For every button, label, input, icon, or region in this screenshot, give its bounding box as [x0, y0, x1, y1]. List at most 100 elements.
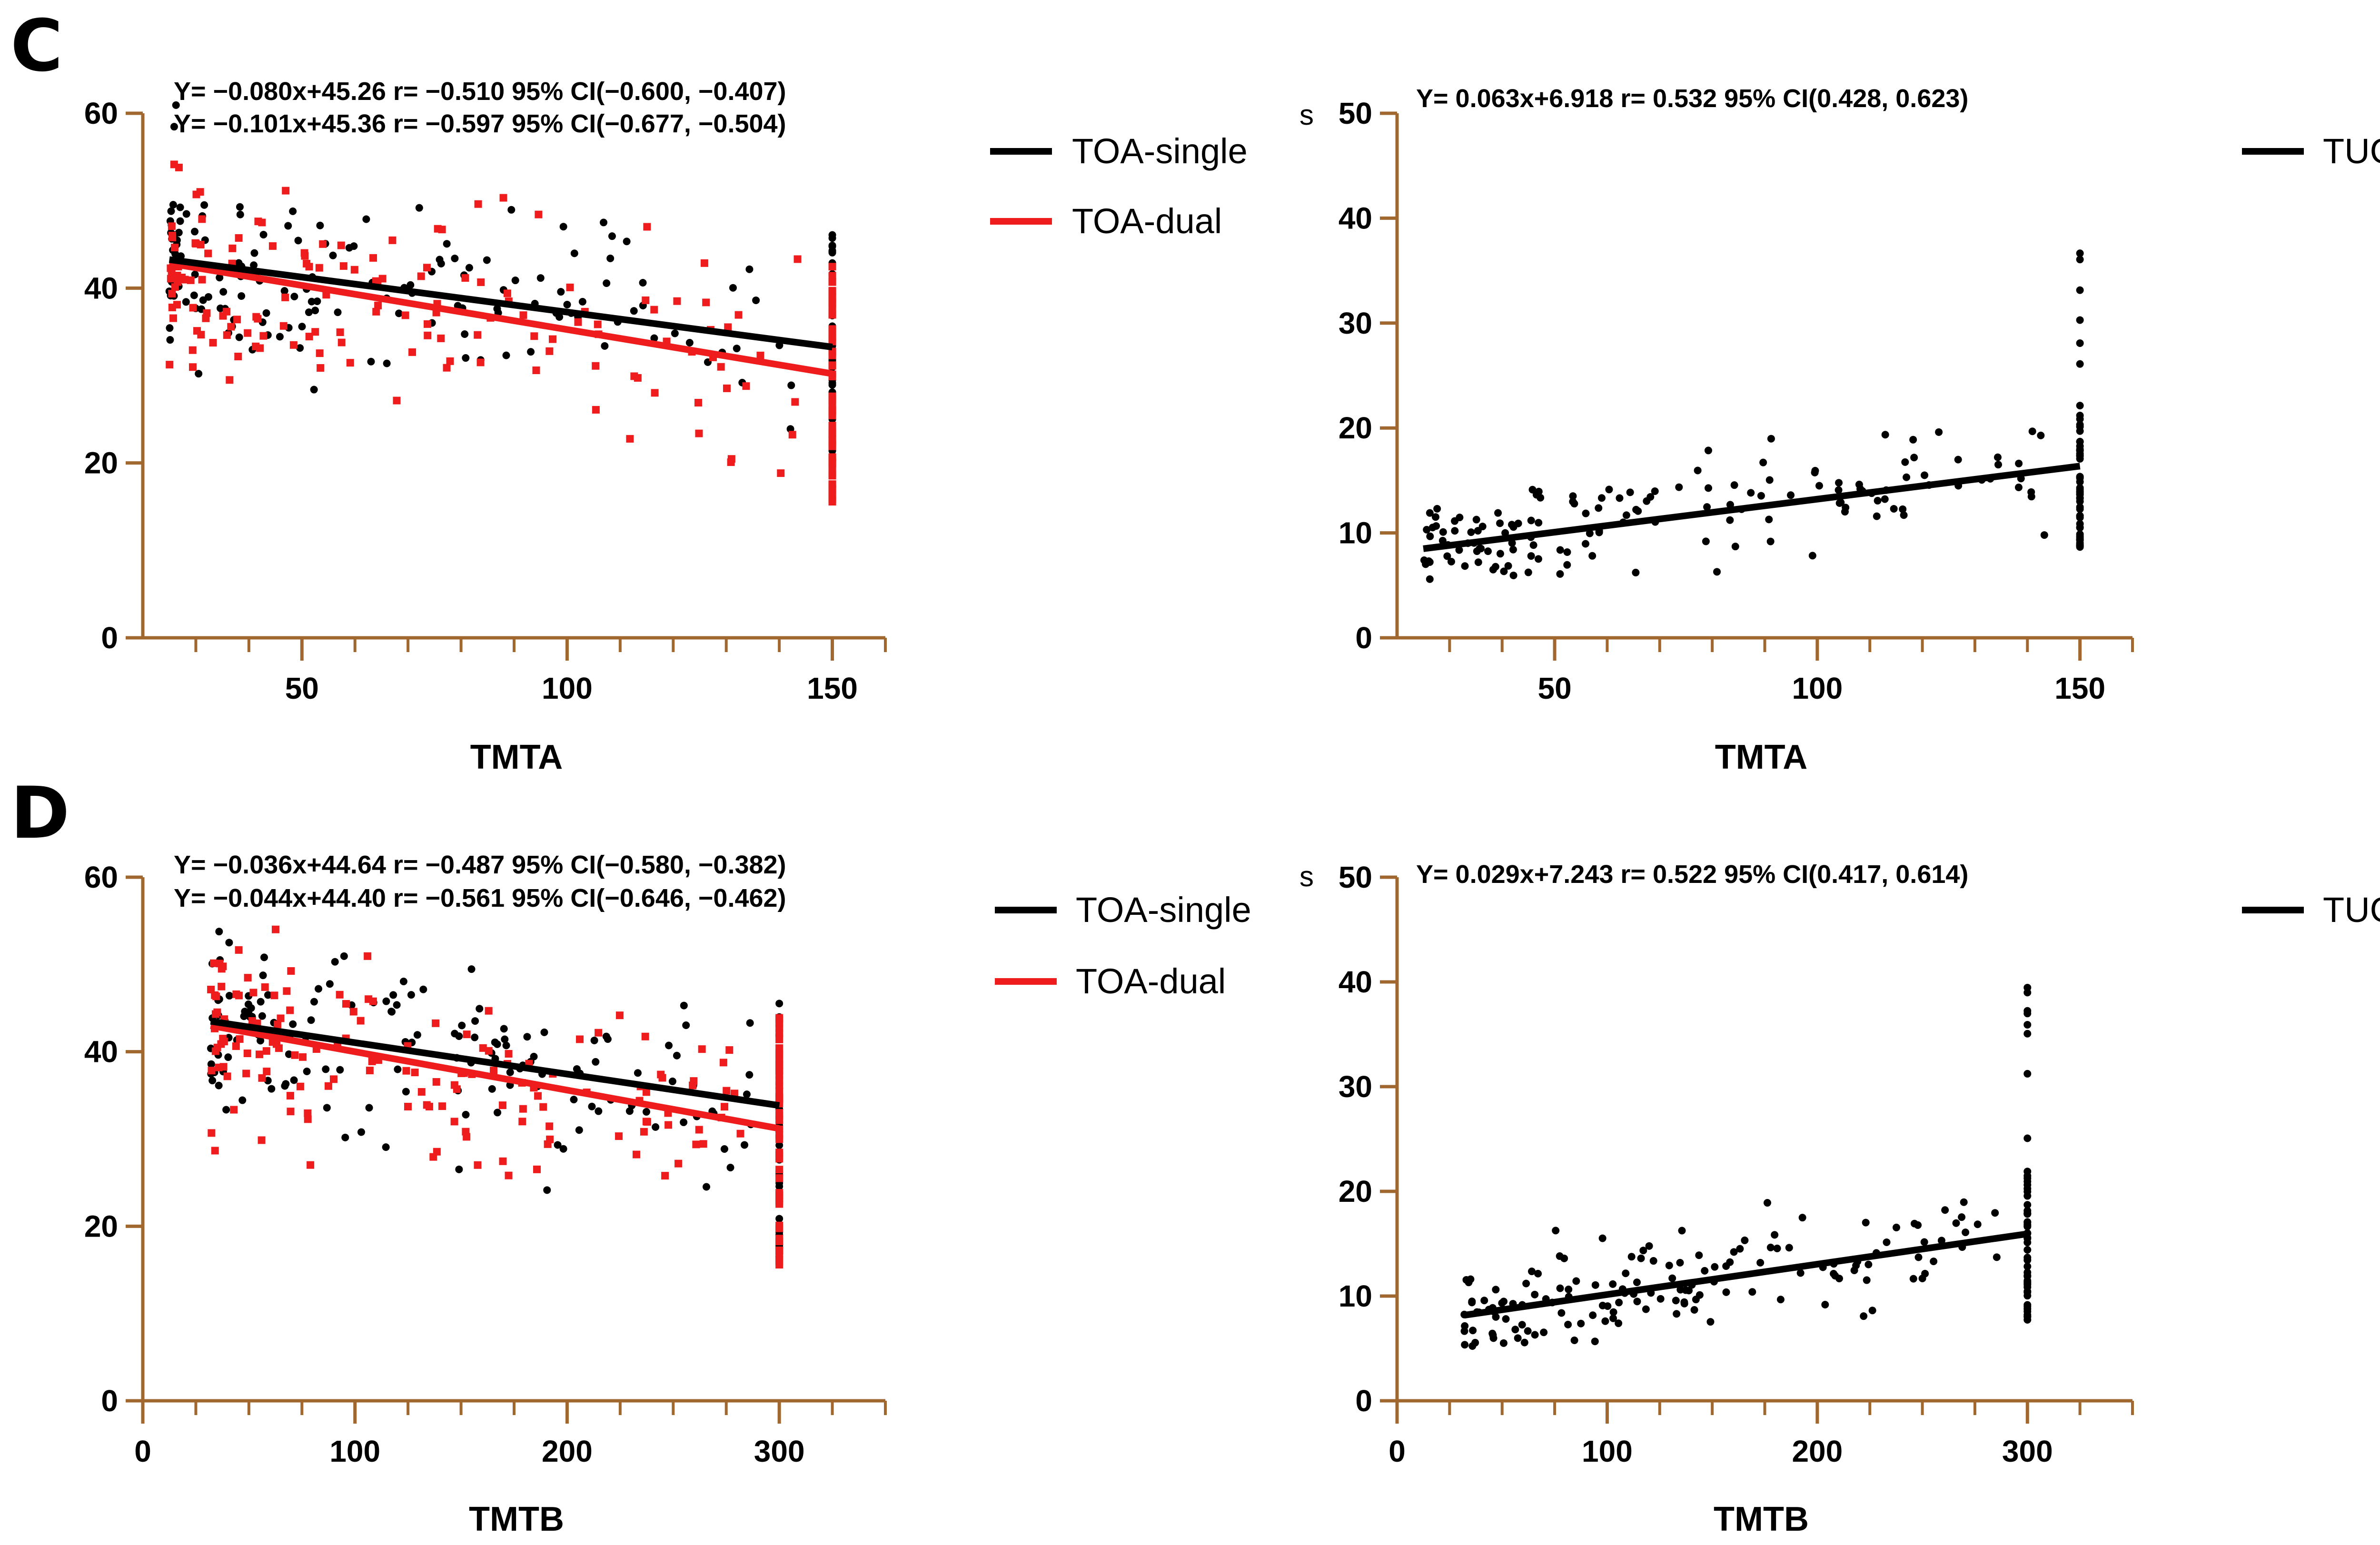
data-point-toa-dual: [366, 1067, 374, 1075]
data-point-toa-single: [382, 1143, 390, 1151]
data-point-toa-single: [455, 1032, 463, 1040]
data-point-toa-dual: [775, 1087, 783, 1095]
data-point-toa-dual: [188, 346, 197, 354]
data-point-toa-single: [313, 297, 321, 305]
data-point-tugt: [1597, 494, 1606, 502]
data-point-toa-single: [259, 971, 267, 980]
x-tick-label: 0: [134, 1434, 151, 1468]
data-point-tugt: [1722, 1262, 1730, 1270]
chart-c-tugt-tmta: s Y= 0.063x+6.918 r= 0.532 95% CI(0.428,…: [1299, 84, 2380, 776]
data-point-toa-dual: [346, 359, 354, 367]
panel-letter-d: D: [10, 772, 70, 855]
data-point-toa-dual: [236, 1035, 244, 1043]
data-point-toa-dual: [503, 289, 511, 297]
data-point-toa-single: [443, 240, 451, 248]
y-tick-label: 20: [1339, 1174, 1372, 1208]
data-point-toa-single: [289, 1020, 297, 1028]
legend-label-toa-dual: TOA-dual: [1076, 961, 1226, 1001]
data-point-toa-single: [606, 254, 615, 262]
data-point-tugt: [2023, 1192, 2032, 1200]
data-point-tugt: [1598, 1301, 1606, 1309]
data-point-toa-single: [182, 210, 190, 218]
data-point-tugt: [1622, 511, 1630, 519]
data-point-tugt: [2023, 1030, 2032, 1038]
data-point-tugt: [1651, 487, 1659, 495]
data-point-tugt: [2023, 1185, 2032, 1193]
data-point-toa-dual: [775, 1174, 783, 1182]
data-point-toa-dual: [775, 1151, 783, 1159]
data-point-tugt: [1883, 1238, 1891, 1246]
data-point-tugt: [1643, 497, 1651, 505]
data-point-tugt: [1509, 545, 1517, 554]
data-point-toa-dual: [218, 982, 226, 990]
data-point-toa-dual: [437, 334, 445, 342]
data-point-toa-single: [775, 1141, 783, 1149]
data-point-tugt: [1930, 1258, 1938, 1266]
data-point-toa-dual: [273, 1040, 281, 1048]
data-point-tugt: [1537, 494, 1545, 502]
data-point-toa-dual: [499, 1157, 507, 1165]
data-point-toa-single: [307, 1016, 315, 1024]
data-point-toa-single: [634, 1069, 642, 1077]
data-point-tugt: [1863, 1276, 1871, 1284]
data-point-tugt: [1595, 504, 1603, 512]
data-point-tugt: [1524, 568, 1532, 576]
data-point-tugt: [1615, 1319, 1623, 1327]
data-point-toa-dual: [450, 1118, 458, 1126]
axes: 50 100 150 0 10 20 30 40 50: [1339, 96, 2134, 705]
data-point-tugt: [1471, 1338, 1479, 1347]
data-point-tugt: [1901, 458, 1909, 466]
data-point-tugt: [2076, 488, 2084, 496]
data-point-tugt: [1748, 1288, 1756, 1296]
data-point-toa-dual: [274, 1020, 282, 1029]
data-point-toa-single: [555, 313, 564, 321]
data-point-toa-dual: [432, 1078, 440, 1086]
data-point-toa-dual: [324, 1082, 332, 1090]
data-point-toa-single: [296, 344, 304, 352]
data-point-toa-dual: [339, 262, 347, 270]
data-point-toa-single: [331, 958, 339, 966]
data-point-tugt: [1601, 1317, 1609, 1325]
data-point-toa-dual: [196, 188, 204, 196]
y-tick-label: 10: [1339, 516, 1372, 550]
data-point-toa-dual: [252, 313, 260, 321]
data-point-toa-single: [604, 1035, 612, 1043]
data-point-toa-dual: [474, 1161, 482, 1169]
data-point-toa-dual: [734, 311, 743, 319]
data-point-tugt: [1811, 466, 1819, 475]
data-point-toa-dual: [828, 422, 836, 430]
data-point-toa-dual: [518, 1118, 526, 1126]
data-point-toa-single: [680, 1001, 688, 1010]
data-point-tugt: [1785, 1244, 1793, 1252]
data-point-toa-dual: [463, 1030, 471, 1039]
data-point-toa-dual: [725, 1046, 734, 1054]
data-point-tugt: [1605, 485, 1613, 494]
data-point-toa-dual: [530, 332, 538, 340]
data-point-toa-dual: [461, 274, 469, 282]
data-point-tugt: [1900, 511, 1908, 519]
regression-line-toa-single: [169, 256, 833, 351]
data-point-toa-single: [746, 1019, 754, 1027]
data-point-toa-dual: [545, 347, 554, 355]
data-point-toa-single: [720, 1145, 728, 1153]
data-point-tugt: [1535, 519, 1543, 527]
data-point-toa-single: [523, 1033, 531, 1041]
data-point-tugt: [1582, 509, 1590, 517]
data-point-tugt: [1426, 558, 1434, 566]
data-point-tugt: [1766, 537, 1775, 545]
data-point-tugt: [1582, 540, 1590, 548]
data-point-tugt: [1522, 1279, 1530, 1288]
data-point-tugt: [1563, 561, 1571, 569]
equation-tugt: Y= 0.063x+6.918 r= 0.532 95% CI(0.428, 0…: [1416, 84, 1968, 113]
axes: 0 100 200 300 0 20 40 60: [84, 860, 887, 1468]
data-point-toa-single: [176, 203, 184, 211]
data-point-toa-dual: [317, 364, 325, 372]
data-point-tugt: [1910, 454, 1918, 462]
data-point-tugt: [1680, 1299, 1688, 1307]
data-point-toa-dual: [175, 163, 183, 171]
data-point-toa-dual: [698, 1045, 706, 1053]
data-point-toa-single: [222, 1106, 230, 1114]
data-point-toa-dual: [505, 1050, 513, 1058]
data-point-tugt: [1701, 1267, 1709, 1275]
data-point-toa-single: [493, 305, 501, 313]
